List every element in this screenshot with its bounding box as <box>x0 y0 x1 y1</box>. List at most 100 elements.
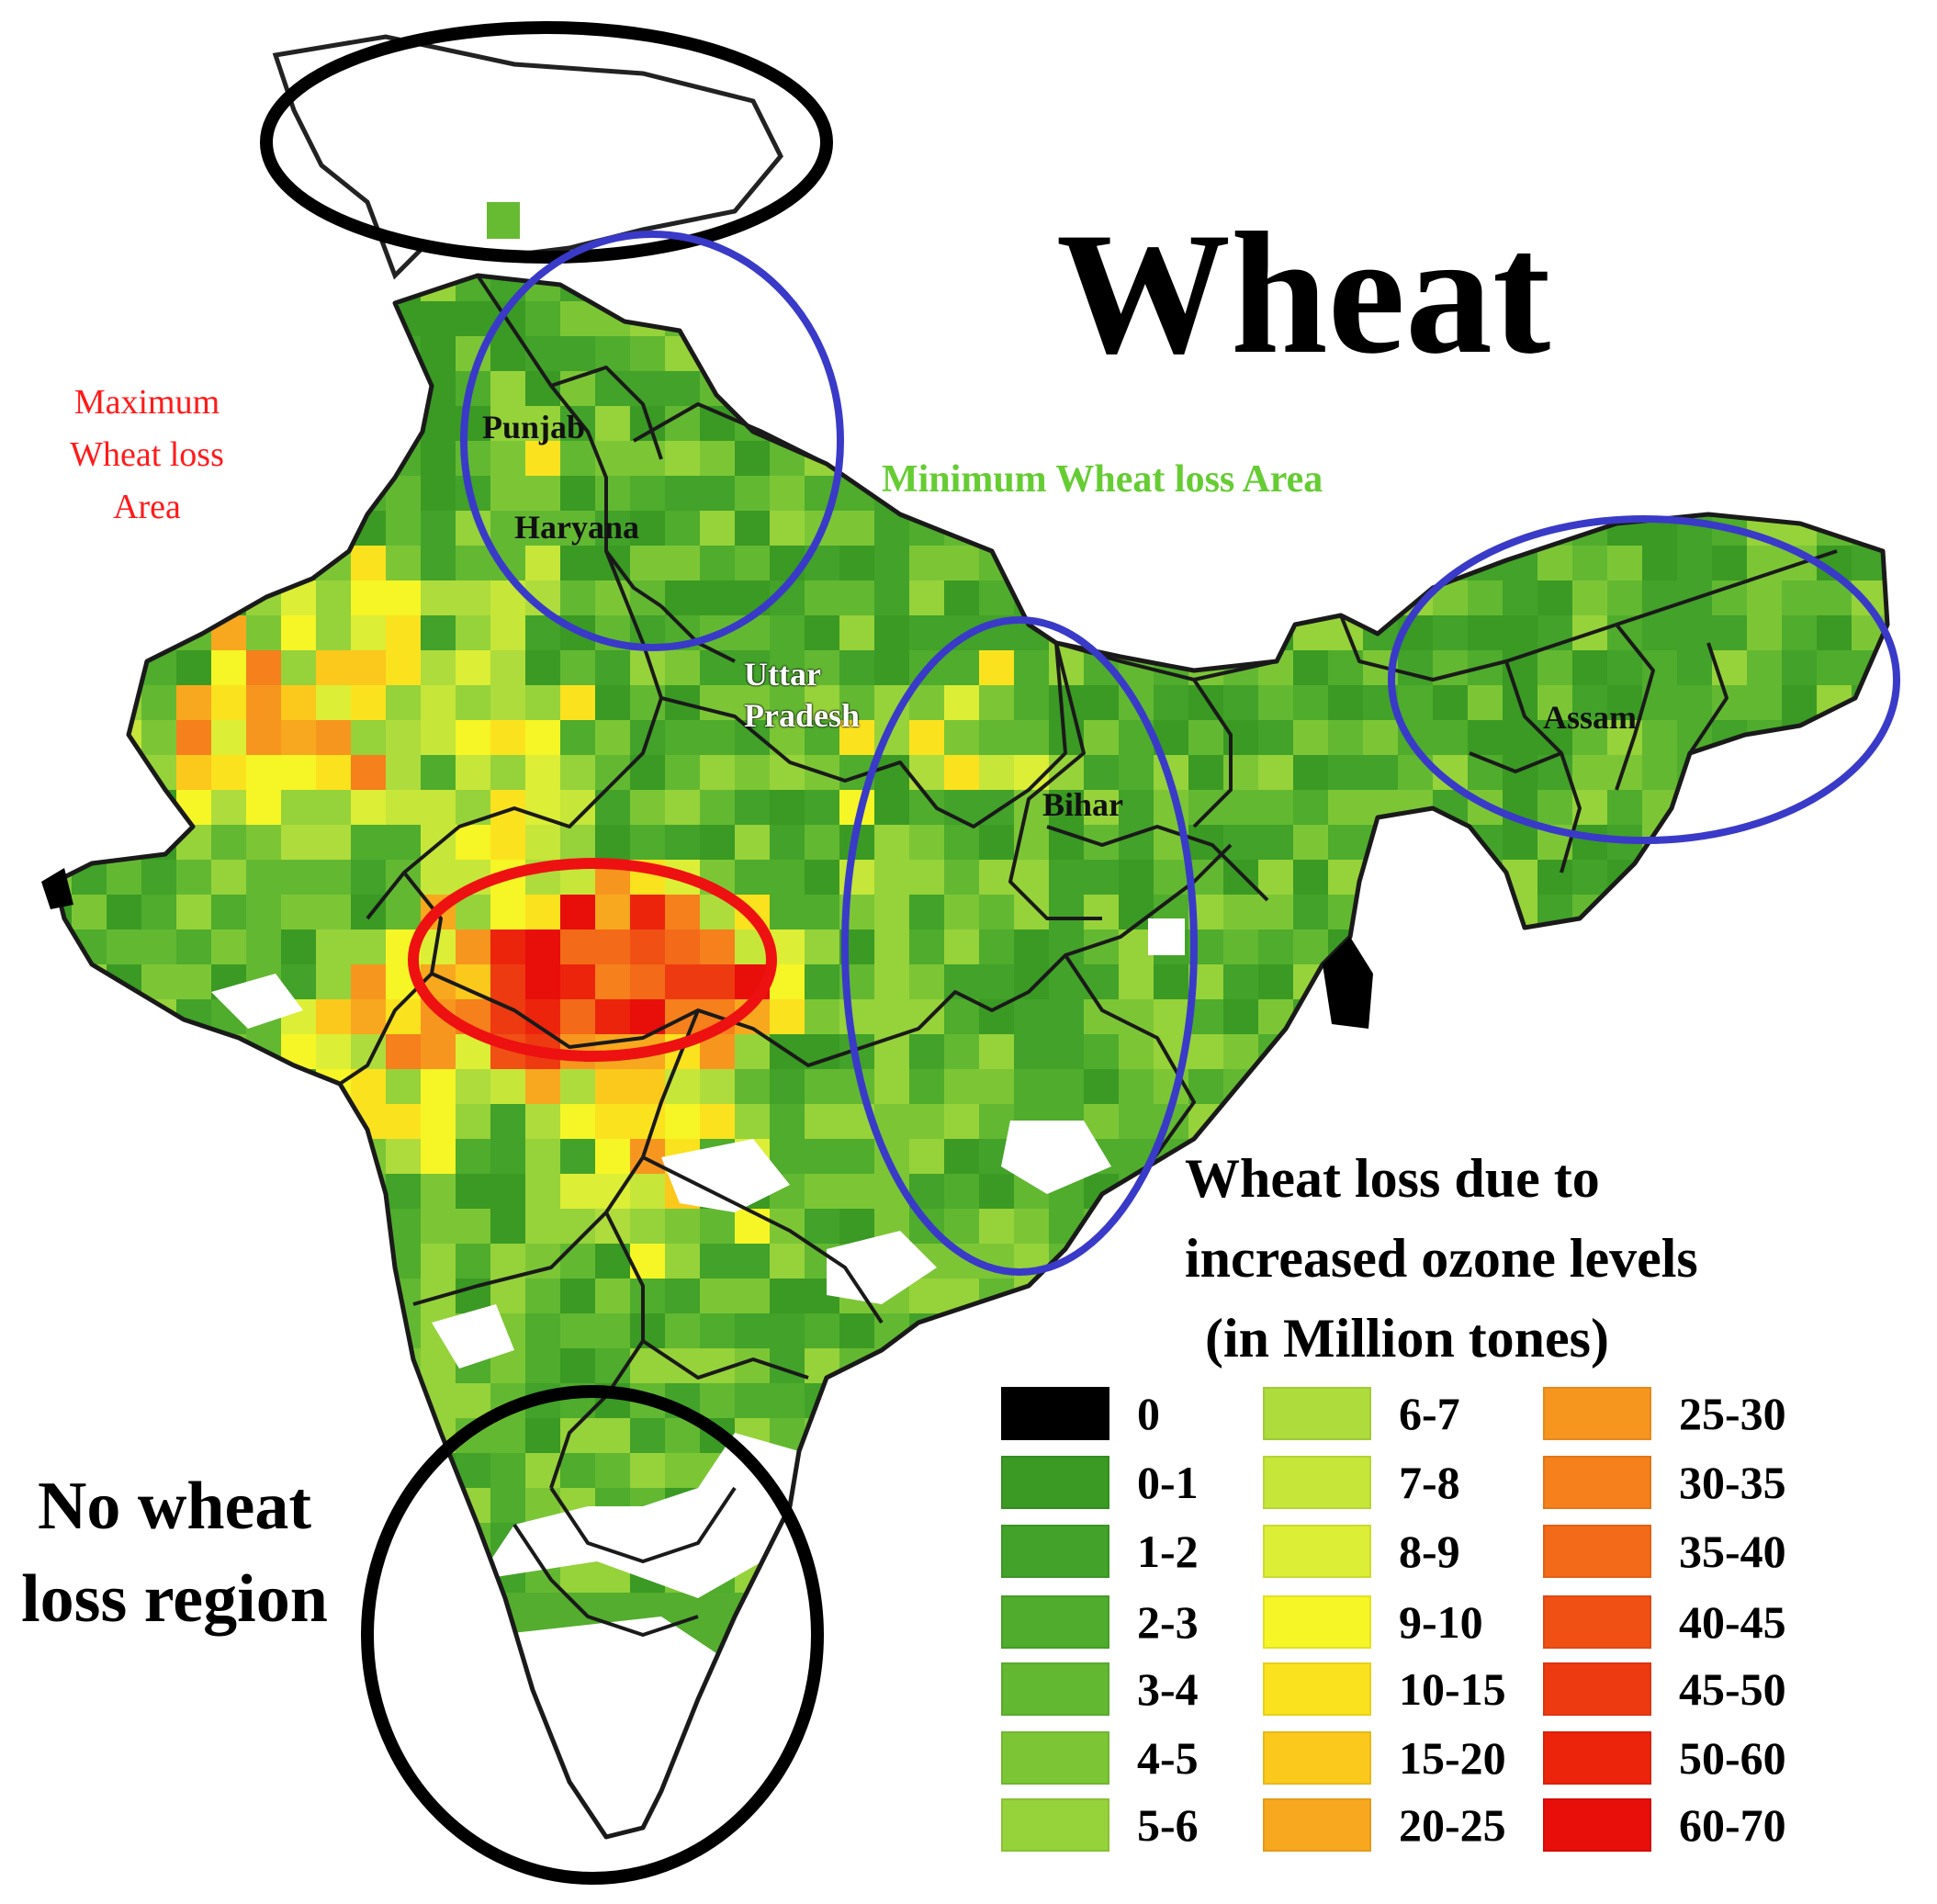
loss-cell <box>1712 406 1747 441</box>
loss-cell <box>665 476 700 511</box>
loss-cell <box>55 1069 72 1104</box>
loss-cell <box>1782 1418 1817 1453</box>
loss-cell <box>107 336 141 371</box>
loss-cell <box>490 511 525 546</box>
loss-cell <box>839 371 874 406</box>
loss-cell <box>1537 1104 1572 1139</box>
loss-cell <box>1119 1209 1154 1244</box>
loss-cell <box>874 1069 909 1104</box>
loss-cell <box>1433 964 1468 999</box>
loss-cell <box>1817 276 1852 301</box>
loss-cell <box>1677 476 1712 511</box>
loss-cell <box>1049 1348 1084 1383</box>
loss-cell <box>1223 929 1258 964</box>
loss-cell <box>176 1348 211 1383</box>
loss-cell <box>1537 441 1572 476</box>
loss-cell <box>1607 580 1642 615</box>
loss-cell <box>979 650 1014 685</box>
loss-cell <box>735 1209 770 1244</box>
loss-cell <box>665 895 700 929</box>
loss-cell <box>1886 1453 1887 1488</box>
loss-cell <box>246 790 281 825</box>
loss-cell <box>1328 1034 1363 1069</box>
loss-cell <box>107 276 141 301</box>
loss-cell <box>874 964 909 999</box>
loss-cell <box>456 650 490 685</box>
loss-cell <box>1223 999 1258 1034</box>
loss-cell <box>1782 895 1817 929</box>
loss-cell <box>1503 580 1537 615</box>
loss-cell <box>316 1313 351 1348</box>
loss-cell <box>1642 406 1677 441</box>
loss-cell <box>944 1383 979 1418</box>
loss-cell <box>560 825 595 860</box>
loss-cell <box>1468 1488 1503 1523</box>
loss-cell <box>1886 790 1887 825</box>
loss-cell <box>1852 1069 1886 1104</box>
loss-cell <box>1677 685 1712 720</box>
loss-cell <box>839 511 874 546</box>
loss-cell <box>700 580 735 615</box>
loss-cell <box>1258 755 1293 790</box>
loss-cell <box>735 1034 770 1069</box>
loss-cell <box>1607 685 1642 720</box>
loss-cell <box>1677 1104 1712 1139</box>
loss-cell <box>874 546 909 580</box>
loss-cell <box>979 1069 1014 1104</box>
loss-cell <box>874 406 909 441</box>
loss-cell <box>386 546 421 580</box>
legend-swatch <box>1543 1798 1651 1852</box>
loss-cell <box>72 1418 107 1453</box>
loss-cell <box>55 580 72 615</box>
loss-cell <box>1677 999 1712 1034</box>
loss-cell <box>421 1209 456 1244</box>
loss-cell <box>874 1453 909 1488</box>
loss-cell <box>700 276 735 301</box>
loss-cell <box>1852 406 1886 441</box>
loss-cell <box>595 511 630 546</box>
loss-cell <box>1398 895 1433 929</box>
loss-cell <box>1014 755 1049 790</box>
loss-cell <box>630 336 665 371</box>
legend-label: 3-4 <box>1137 1663 1199 1715</box>
loss-cell <box>1712 1034 1747 1069</box>
loss-cell <box>1084 755 1119 790</box>
loss-cell <box>1747 441 1782 476</box>
loss-cell <box>1852 895 1886 929</box>
loss-cell <box>55 1244 72 1279</box>
loss-cell <box>281 615 316 650</box>
loss-cell <box>1712 755 1747 790</box>
loss-cell <box>1084 895 1119 929</box>
loss-cell <box>1572 406 1607 441</box>
loss-cell <box>1817 860 1852 895</box>
loss-cell <box>595 720 630 755</box>
loss-cell <box>490 650 525 685</box>
loss-cell <box>1258 929 1293 964</box>
loss-cell <box>1328 511 1363 546</box>
loss-cell <box>490 1488 525 1523</box>
loss-cell <box>1642 895 1677 929</box>
loss-cell <box>316 615 351 650</box>
loss-cell <box>1468 476 1503 511</box>
loss-cell <box>735 1383 770 1418</box>
loss-cell <box>909 276 944 301</box>
loss-cell <box>1572 685 1607 720</box>
loss-cell <box>839 546 874 580</box>
loss-cell <box>979 276 1014 301</box>
loss-cell <box>316 964 351 999</box>
loss-cell <box>944 371 979 406</box>
loss-cell <box>1886 929 1887 964</box>
loss-cell <box>1468 1523 1503 1558</box>
loss-cell <box>839 1453 874 1488</box>
loss-cell <box>1223 1558 1258 1593</box>
loss-cell <box>1537 929 1572 964</box>
loss-cell <box>1852 371 1886 406</box>
loss-cell <box>1642 1069 1677 1104</box>
loss-cell <box>770 860 805 895</box>
loss-cell <box>770 511 805 546</box>
loss-cell <box>1747 685 1782 720</box>
loss-cell <box>1782 615 1817 650</box>
loss-cell <box>421 476 456 511</box>
loss-cell <box>1328 615 1363 650</box>
loss-cell <box>735 476 770 511</box>
